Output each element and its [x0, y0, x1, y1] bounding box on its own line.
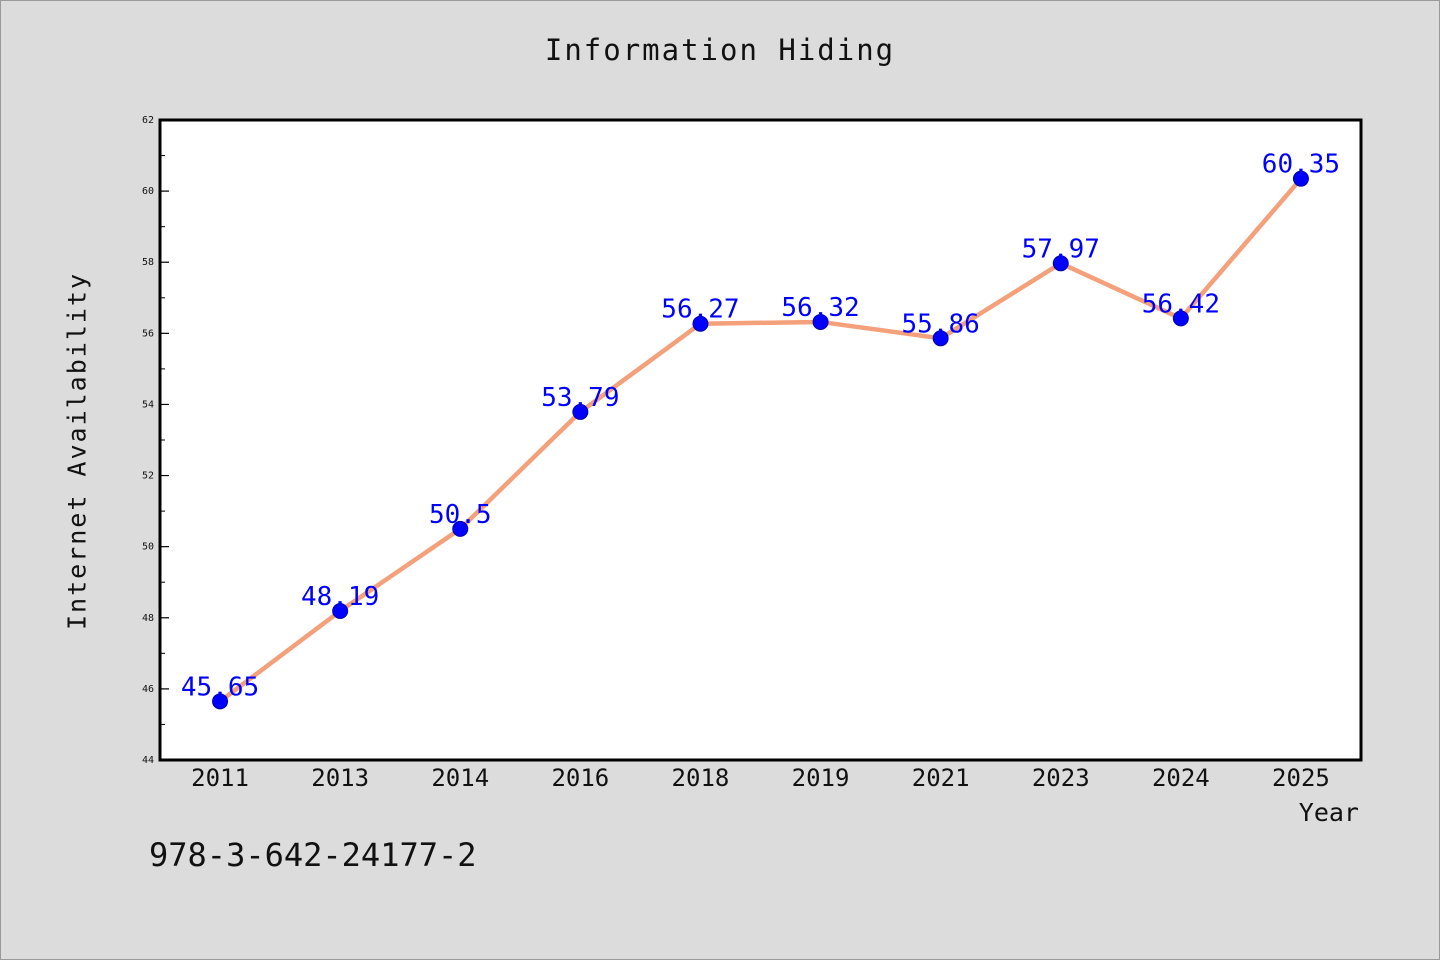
x-tick-label: 2016 — [551, 764, 609, 792]
series-line — [217, 176, 1304, 704]
x-tick-label: 2013 — [311, 764, 369, 792]
y-tick-label: 54 — [142, 399, 154, 410]
y-tick-label: 56 — [142, 328, 154, 339]
x-tick-label: 2023 — [1032, 764, 1090, 792]
data-point — [692, 315, 709, 332]
data-point — [812, 313, 829, 330]
y-tick-label: 44 — [142, 755, 154, 766]
data-point — [1052, 255, 1069, 272]
x-tick-label: 2014 — [431, 764, 489, 792]
data-point — [1172, 310, 1189, 327]
data-label: 60.35 — [1262, 150, 1340, 180]
y-tick-label: 46 — [142, 684, 154, 695]
x-tick-label: 2019 — [792, 764, 850, 792]
data-label: 57.97 — [1022, 234, 1100, 264]
x-tick-label: 2011 — [191, 764, 249, 792]
y-tick-label: 48 — [142, 613, 154, 624]
data-label: 45.65 — [181, 672, 259, 702]
chart-title: Information Hiding — [544, 33, 896, 67]
data-label: 53.79 — [541, 383, 619, 413]
data-point — [452, 520, 469, 537]
x-tick-label: 2021 — [912, 764, 970, 792]
data-point — [572, 403, 589, 420]
y-tick-label: 60 — [142, 186, 154, 197]
data-label: 50.5 — [429, 500, 492, 530]
x-tick-label: 2018 — [672, 764, 730, 792]
x-tick-label: 2025 — [1272, 764, 1330, 792]
data-label: 56.32 — [781, 293, 859, 323]
isbn-text: 978-3-642-24177-2 — [149, 836, 477, 874]
data-point — [332, 603, 349, 620]
y-tick-label: 58 — [142, 257, 154, 268]
x-axis-label: Year — [1298, 798, 1359, 827]
data-label: 56.27 — [661, 295, 739, 325]
data-label: 48.19 — [301, 582, 379, 612]
data-label: 55.86 — [902, 309, 980, 339]
y-tick-label: 52 — [142, 471, 154, 482]
plot-area — [158, 118, 1363, 762]
data-point — [1292, 170, 1309, 187]
y-tick-label: 50 — [142, 542, 154, 553]
data-point — [932, 330, 949, 347]
data-point — [212, 693, 229, 710]
x-tick-label: 2024 — [1152, 764, 1210, 792]
data-label: 56.42 — [1142, 289, 1220, 319]
y-tick-label: 62 — [142, 115, 154, 126]
